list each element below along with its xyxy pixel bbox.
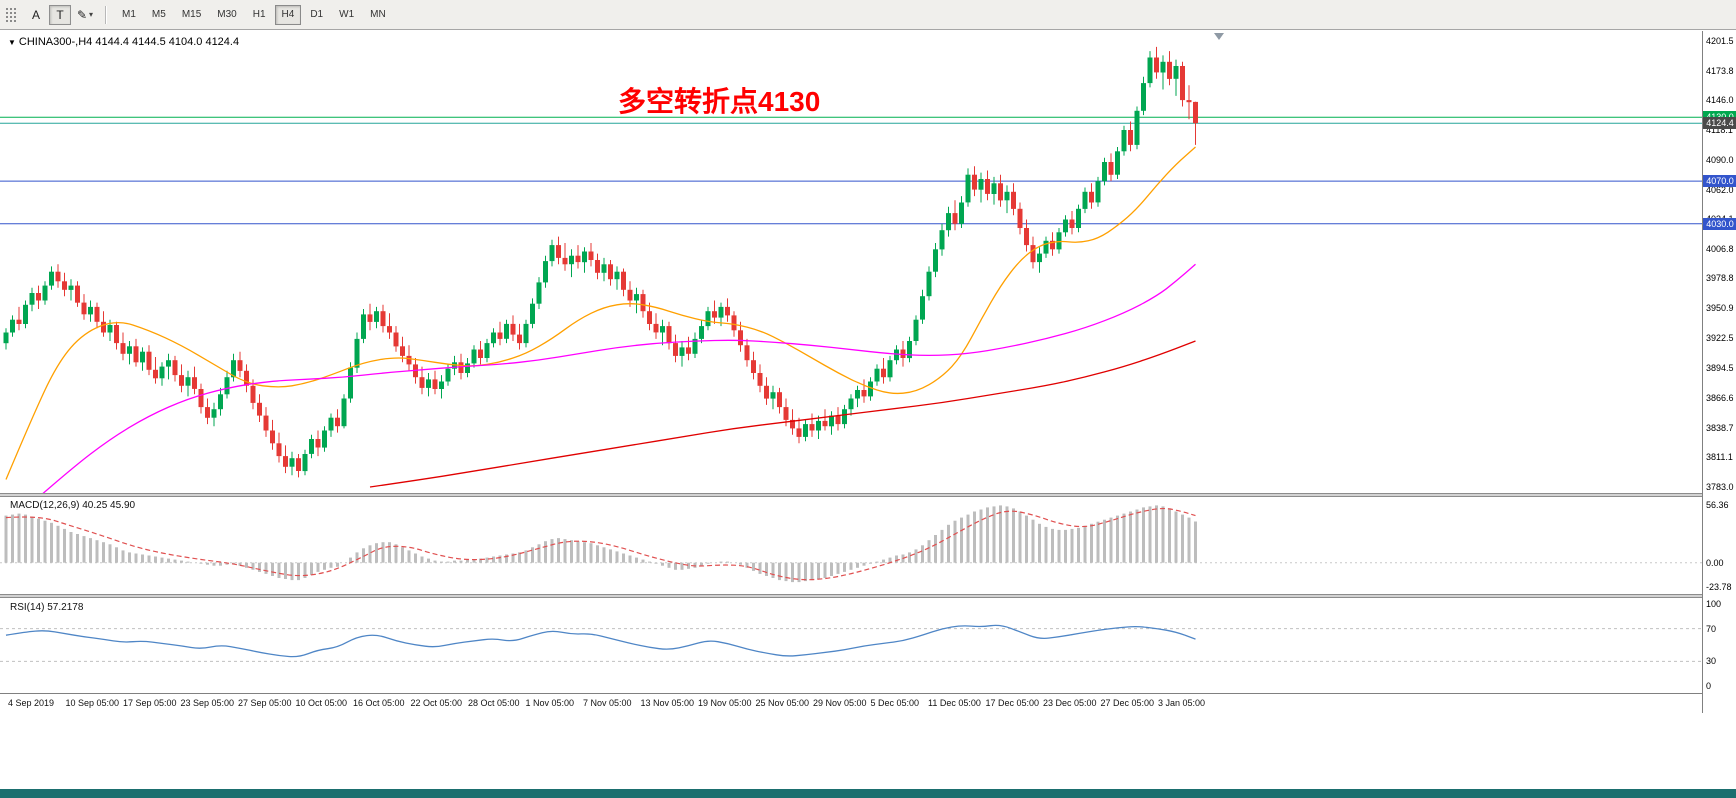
timeframe-button-d1[interactable]: D1	[303, 5, 330, 25]
time-axis-label: 7 Nov 05:00	[583, 698, 632, 708]
macd-svg[interactable]	[0, 497, 1702, 594]
time-axis-label: 3 Jan 05:00	[1158, 698, 1206, 708]
draw-tools-dropdown[interactable]: ✎ ▾	[73, 4, 97, 26]
time-axis-label: 19 Nov 05:00	[698, 698, 752, 708]
rsi-axis-label: 0	[1706, 681, 1712, 691]
rsi-axis-label: 70	[1706, 623, 1717, 634]
timeframe-button-m15[interactable]: M15	[175, 5, 208, 25]
bottom-edge-strip	[0, 789, 1736, 798]
macd-signal-line	[5, 507, 1196, 581]
ohlc-values: 4144.4 4144.5 4104.0 4124.4	[95, 36, 240, 48]
main-chart-svg[interactable]	[0, 31, 1702, 493]
time-axis-label: 22 Oct 05:00	[410, 698, 463, 708]
price-axis-label: 4201.5	[1706, 36, 1734, 46]
price-axis-label: 3811.1	[1706, 452, 1733, 463]
timeframe-button-m30[interactable]: M30	[210, 5, 243, 25]
time-axis-label: 23 Dec 05:00	[1043, 698, 1097, 708]
timeframe-button-h1[interactable]: H1	[246, 5, 273, 25]
price-axis-label: 3838.7	[1706, 422, 1734, 433]
time-axis-label: 17 Sep 05:00	[123, 698, 177, 708]
toolbar-separator	[105, 5, 108, 24]
time-axis-label: 28 Oct 05:00	[468, 698, 520, 708]
timeframe-button-m1[interactable]: M1	[115, 5, 143, 25]
t-tool-button[interactable]: T	[49, 4, 72, 25]
time-axis-label: 11 Dec 05:00	[928, 698, 981, 708]
macd-indicator-label: MACD(12,26,9) 40.25 45.90	[10, 500, 136, 511]
pencil-icon: ✎	[76, 7, 88, 22]
time-axis-label: 23 Sep 05:00	[180, 698, 235, 708]
time-axis[interactable]: 4 Sep 2019 10 Sep 05:00 17 Sep 05:00 23 Sep…	[0, 693, 1702, 716]
toolbar: A T ✎ ▾ M1 M5 M15 M30 H1 H4 D1 W1 MN	[0, 0, 1736, 30]
rsi-svg[interactable]	[0, 598, 1702, 693]
rsi-line	[5, 624, 1196, 658]
header-dropdown-icon[interactable]: ▼	[8, 38, 16, 47]
macd-axis-label: 0.00	[1706, 557, 1724, 568]
time-axis-label: 29 Nov 05:00	[813, 698, 867, 708]
time-axis-label: 5 Dec 05:00	[870, 698, 920, 708]
price-axis-label: 4118.1	[1706, 124, 1733, 135]
time-axis-label: 16 Oct 05:00	[353, 698, 405, 708]
price-axis[interactable]: 4201.54173.84146.04118.14090.04062.04034…	[1702, 31, 1736, 713]
chart-header: ▼ CHINA300-,H4 4144.4 4144.5 4104.0 4124.…	[8, 36, 239, 48]
time-axis-label: 10 Oct 05:00	[295, 698, 348, 708]
time-axis-label: 1 Nov 05:00	[525, 698, 575, 708]
time-axis-label: 27 Sep 05:00	[238, 698, 292, 708]
price-line-label: 4070.0	[1703, 175, 1736, 188]
timeframe-button-w1[interactable]: W1	[332, 5, 361, 25]
rsi-axis-label: 100	[1706, 599, 1722, 609]
timeframe-button-m5[interactable]: M5	[145, 5, 173, 25]
price-axis-label: 3783.0	[1706, 482, 1734, 492]
time-axis-label: 13 Nov 05:00	[640, 698, 695, 708]
price-line-label: 4124.4	[1703, 117, 1736, 130]
timeframe-buttons: M1 M5 M15 M30 H1 H4 D1 W1 MN	[114, 4, 394, 25]
a-tool-button[interactable]: A	[25, 5, 47, 25]
ma-slow-line	[369, 340, 1196, 488]
macd-splitter[interactable]	[0, 493, 1736, 497]
symbol-period-label: CHINA300-,H4	[18, 36, 93, 48]
chart-shift-marker-icon	[1214, 33, 1224, 40]
ma-fast-line	[5, 146, 1196, 480]
timeframe-button-mn[interactable]: MN	[363, 5, 393, 25]
price-axis-label: 3894.5	[1706, 363, 1734, 374]
rsi-splitter[interactable]	[0, 594, 1736, 598]
time-axis-label: 25 Nov 05:00	[755, 698, 810, 708]
macd-axis-label: -23.78	[1706, 582, 1732, 592]
time-axis-label: 4 Sep 2019	[8, 698, 55, 708]
time-axis-label: 27 Dec 05:00	[1100, 698, 1155, 708]
ma-mid-line	[42, 263, 1196, 493]
price-axis-label: 3866.6	[1706, 392, 1734, 403]
price-axis-label: 3922.5	[1706, 333, 1734, 344]
rsi-indicator-label: RSI(14) 57.2178	[10, 602, 84, 613]
price-axis-label: 4146.0	[1706, 95, 1734, 106]
time-axis-label: 10 Sep 05:00	[65, 698, 120, 708]
macd-axis-label: 56.36	[1706, 500, 1729, 510]
timeframe-button-h4[interactable]: H4	[274, 4, 302, 25]
price-axis-label: 3950.9	[1706, 303, 1734, 314]
price-line-label: 4030.0	[1703, 217, 1736, 230]
chart-annotation: 多空转折点4130	[618, 86, 821, 117]
time-axis-label: 17 Dec 05:00	[985, 698, 1040, 708]
rsi-axis-label: 30	[1706, 656, 1717, 667]
toolbar-grip-icon	[4, 6, 18, 24]
caret-down-icon: ▾	[89, 10, 94, 19]
price-axis-label: 4173.8	[1706, 65, 1734, 76]
price-axis-label: 4090.0	[1706, 154, 1734, 165]
price-axis-label: 4062.0	[1706, 184, 1734, 195]
price-axis-label: 3978.8	[1706, 273, 1734, 284]
price-axis-label: 4006.8	[1706, 243, 1734, 254]
